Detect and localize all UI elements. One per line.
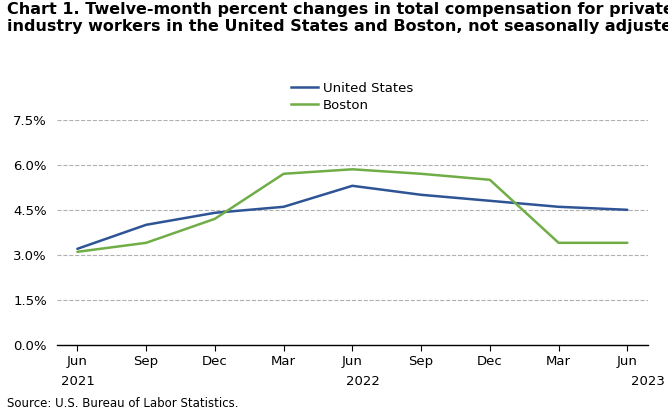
Text: Source: U.S. Bureau of Labor Statistics.: Source: U.S. Bureau of Labor Statistics. [7, 397, 238, 410]
Boston [280, 171, 288, 176]
Line: Boston: Boston [77, 169, 627, 252]
Text: Chart 1. Twelve-month percent changes in total compensation for private: Chart 1. Twelve-month percent changes in… [7, 2, 668, 17]
Boston [554, 240, 562, 245]
Boston [211, 216, 219, 221]
United States [554, 204, 562, 209]
Boston [349, 167, 357, 172]
United States [623, 207, 631, 212]
United States [349, 183, 357, 188]
Boston [623, 240, 631, 245]
United States [211, 210, 219, 215]
United States [280, 204, 288, 209]
Boston [417, 171, 425, 176]
United States [417, 192, 425, 197]
Legend: United States, Boston: United States, Boston [286, 77, 419, 117]
Boston [73, 249, 81, 254]
Text: 2023: 2023 [631, 375, 665, 387]
Boston [486, 177, 494, 182]
United States [142, 222, 150, 227]
United States [486, 198, 494, 203]
United States [73, 246, 81, 251]
Text: 2022: 2022 [346, 375, 380, 387]
Boston [142, 240, 150, 245]
Line: United States: United States [77, 186, 627, 249]
Text: 2021: 2021 [61, 375, 95, 387]
Text: industry workers in the United States and Boston, not seasonally adjusted: industry workers in the United States an… [7, 19, 668, 33]
